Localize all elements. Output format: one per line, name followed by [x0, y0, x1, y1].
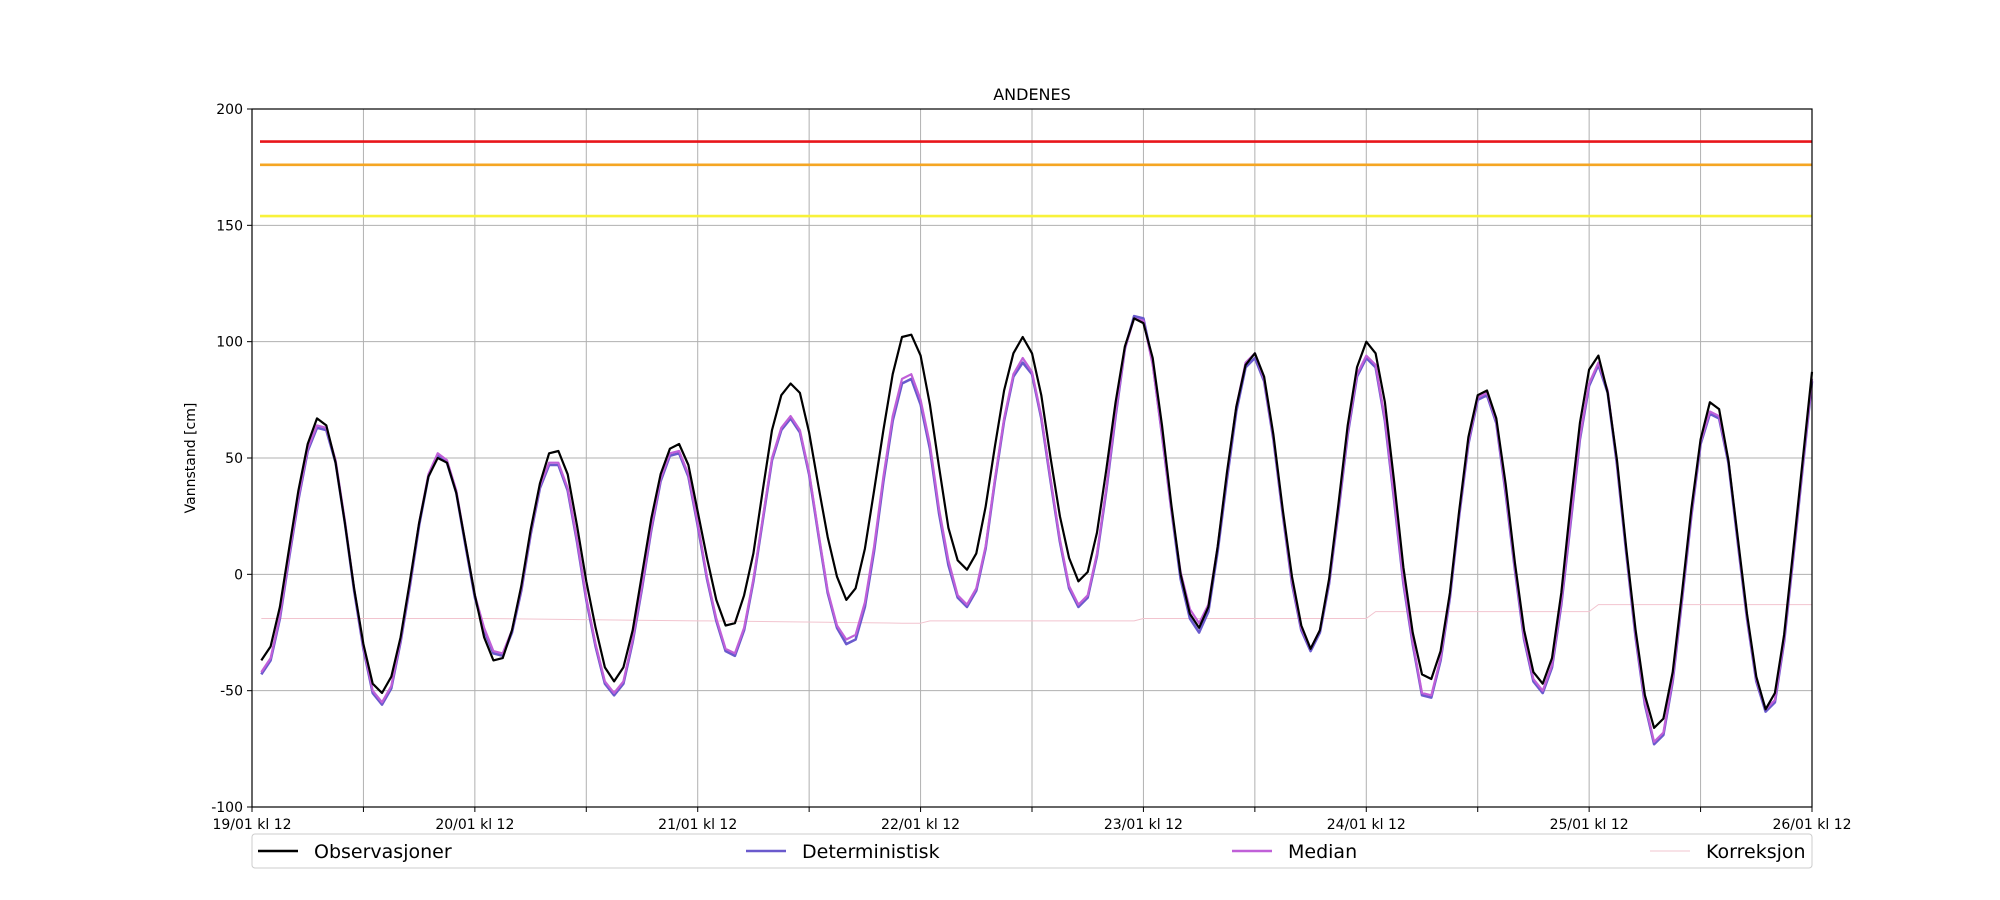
- y-tick-label: 200: [216, 102, 243, 118]
- y-tick-label: -100: [211, 800, 243, 816]
- y-axis-title: Vannstand [cm]: [183, 403, 199, 514]
- series-lines: [260, 314, 1814, 746]
- series-line-korreksjon: [261, 604, 1812, 624]
- x-tick-label: 19/01 kl 12: [212, 817, 291, 833]
- y-tick-label: 150: [216, 218, 243, 234]
- y-tick-label: 0: [234, 567, 243, 583]
- x-tick-label: 26/01 kl 12: [1772, 817, 1851, 833]
- chart-title: ANDENES: [993, 85, 1071, 104]
- x-tick-label: 20/01 kl 12: [435, 817, 514, 833]
- legend-label: Median: [1288, 841, 1357, 863]
- legend-label: Korreksjon: [1706, 841, 1806, 863]
- legend-label: Deterministisk: [802, 841, 940, 863]
- threshold-lines: [260, 140, 1812, 218]
- legend-label: Observasjoner: [314, 841, 452, 863]
- x-tick-label: 21/01 kl 12: [658, 817, 737, 833]
- x-tick-label: 24/01 kl 12: [1327, 817, 1406, 833]
- y-tick-label: 100: [216, 335, 243, 351]
- legend: Observasjoner Deterministisk Median Korreks…: [258, 841, 1806, 863]
- x-tick-label: 22/01 kl 12: [881, 817, 960, 833]
- y-tick-label: 50: [225, 451, 243, 467]
- series-line-observasjoner: [260, 317, 1814, 730]
- x-tick-label: 25/01 kl 12: [1550, 817, 1629, 833]
- y-tick-label: -50: [220, 684, 243, 700]
- axes: -100 -50 0 50 100 150 200 19/01 kl 12 20/01 kl 1…: [211, 102, 1851, 833]
- legend-box: [251, 833, 1813, 869]
- x-tick-label: 23/01 kl 12: [1104, 817, 1183, 833]
